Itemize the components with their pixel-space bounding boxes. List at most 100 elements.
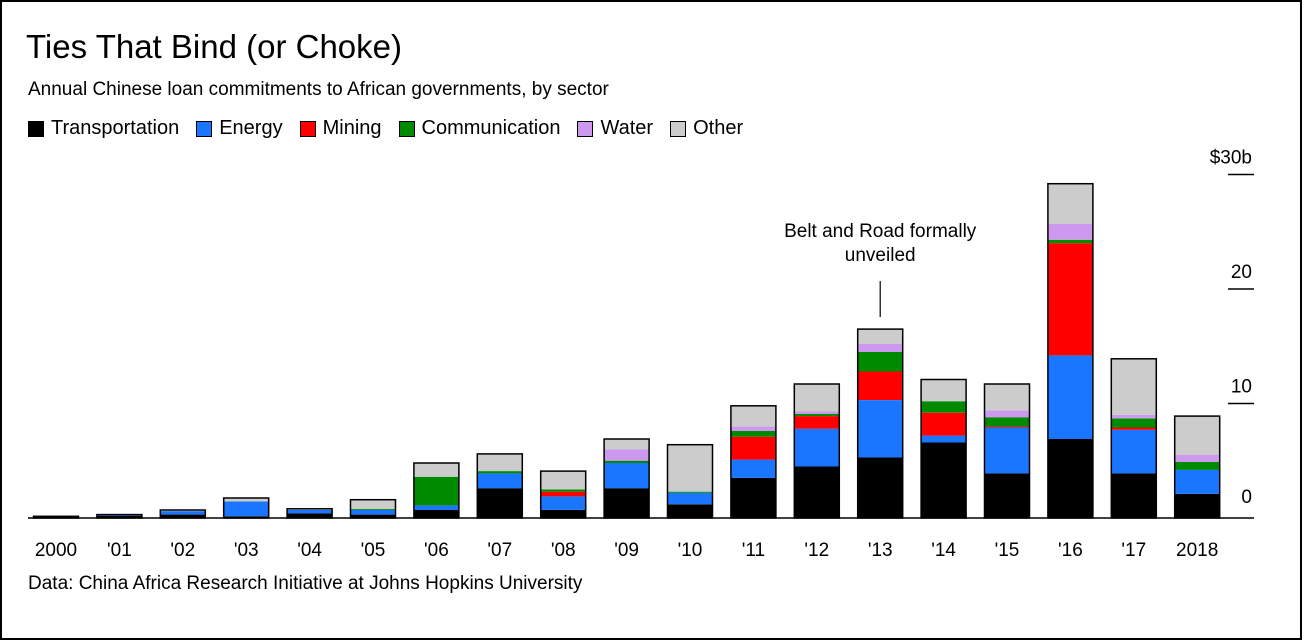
bar-mining-14 xyxy=(921,412,967,436)
x-tick-label-2018: 2018 xyxy=(1176,540,1218,561)
bar-water-11 xyxy=(730,426,776,431)
bar-communication-08 xyxy=(540,489,586,492)
bar-energy-10 xyxy=(667,492,713,505)
legend-item-mining: Mining xyxy=(299,117,382,140)
bar-transportation-10 xyxy=(667,504,713,518)
bar-transportation-03 xyxy=(223,516,269,518)
legend: Transportation Energy Mining Communicati… xyxy=(28,117,760,140)
x-tick-label-07: '07 xyxy=(487,540,512,561)
x-tick-label-12: '12 xyxy=(804,540,829,561)
bar-other-07 xyxy=(477,453,523,472)
legend-item-water: Water xyxy=(577,117,653,140)
bar-energy-06 xyxy=(413,505,459,510)
legend-swatch-communication xyxy=(398,120,415,137)
legend-label-communication: Communication xyxy=(421,117,561,139)
bar-transportation-17 xyxy=(1111,473,1157,518)
bar-transportation-11 xyxy=(730,477,776,518)
legend-label-energy: Energy xyxy=(219,117,283,139)
bar-other-08 xyxy=(540,471,586,490)
bar-transportation-16 xyxy=(1047,439,1093,518)
bar-water-09 xyxy=(604,449,650,461)
bar-transportation-2018 xyxy=(1174,494,1220,518)
x-tick-label-17: '17 xyxy=(1121,540,1146,561)
bar-other-09 xyxy=(604,439,650,450)
bar-mining-16 xyxy=(1047,243,1093,356)
bar-communication-16 xyxy=(1047,239,1093,244)
legend-label-transportation: Transportation xyxy=(51,117,180,139)
bar-energy-17 xyxy=(1111,429,1157,474)
bar-water-17 xyxy=(1111,414,1157,419)
bar-communication-12 xyxy=(794,413,840,417)
bar-transportation-05 xyxy=(350,514,396,518)
bar-energy-15 xyxy=(984,427,1030,474)
bar-communication-14 xyxy=(921,401,967,413)
y-tick-label-0: 0 xyxy=(1241,487,1252,508)
bar-other-05 xyxy=(350,499,396,509)
bar-water-16 xyxy=(1047,223,1093,240)
legend-label-water: Water xyxy=(600,117,654,139)
bar-other-16 xyxy=(1047,183,1093,224)
legend-item-energy: Energy xyxy=(196,117,283,140)
y-tick-label-30: $30b xyxy=(1210,148,1252,169)
bar-communication-11 xyxy=(730,431,776,437)
y-tick-label-10: 10 xyxy=(1231,377,1252,398)
x-tick-label-11: '11 xyxy=(742,540,765,561)
x-tick-label-16: '16 xyxy=(1058,540,1083,561)
x-tick-label-01: '01 xyxy=(107,540,132,561)
bar-transportation-13 xyxy=(857,457,903,518)
bar-communication-15 xyxy=(984,417,1030,427)
bar-mining-12 xyxy=(794,416,840,429)
bar-communication-17 xyxy=(1111,418,1157,428)
bar-energy-04 xyxy=(287,510,333,514)
x-tick-label-05: '05 xyxy=(361,540,386,561)
bar-energy-13 xyxy=(857,400,903,458)
bar-transportation-04 xyxy=(287,513,333,518)
bar-other-15 xyxy=(984,384,1030,411)
x-tick-label-08: '08 xyxy=(551,540,576,561)
bar-energy-03 xyxy=(223,501,269,517)
bar-other-13 xyxy=(857,329,903,344)
bar-transportation-08 xyxy=(540,510,586,518)
bar-other-12 xyxy=(794,384,840,412)
x-tick-label-02: '02 xyxy=(170,540,195,561)
bar-mining-17 xyxy=(1111,427,1157,430)
bar-communication-06 xyxy=(413,476,459,506)
bar-other-17 xyxy=(1111,358,1157,415)
bar-other-11 xyxy=(730,405,776,427)
bar-water-2018 xyxy=(1174,455,1220,462)
bar-transportation-2000 xyxy=(33,516,79,518)
bar-communication-10 xyxy=(667,491,713,493)
bar-transportation-07 xyxy=(477,488,523,518)
bar-mining-13 xyxy=(857,371,903,400)
bar-energy-02 xyxy=(160,511,206,515)
annotation-text-line-2: unveiled xyxy=(845,245,916,266)
bar-transportation-02 xyxy=(160,514,206,518)
legend-label-other: Other xyxy=(693,117,744,139)
bar-transportation-15 xyxy=(984,473,1030,518)
x-tick-label-10: '10 xyxy=(678,540,703,561)
legend-swatch-mining xyxy=(299,120,316,137)
bar-mining-15 xyxy=(984,426,1030,428)
x-tick-label-03: '03 xyxy=(234,540,259,561)
bar-other-14 xyxy=(921,379,967,402)
source-note: Data: China Africa Research Initiative a… xyxy=(28,573,583,594)
bar-energy-09 xyxy=(604,463,650,489)
bar-other-10 xyxy=(667,444,713,492)
legend-item-other: Other xyxy=(670,117,743,140)
bar-mining-08 xyxy=(540,491,586,497)
legend-swatch-transportation xyxy=(28,120,44,137)
x-tick-label-2000: 2000 xyxy=(35,540,77,561)
bar-communication-07 xyxy=(477,471,523,474)
bar-water-13 xyxy=(857,344,903,352)
x-tick-label-04: '04 xyxy=(297,540,322,561)
bar-water-15 xyxy=(984,410,1030,418)
chart-title: Ties That Bind (or Choke) xyxy=(26,28,402,65)
bar-water-12 xyxy=(794,411,840,414)
x-tick-label-13: '13 xyxy=(868,540,893,561)
bar-energy-07 xyxy=(477,473,523,489)
bar-transportation-09 xyxy=(604,488,650,518)
x-tick-label-15: '15 xyxy=(995,540,1020,561)
bar-energy-12 xyxy=(794,428,840,467)
legend-item-transportation: Transportation xyxy=(28,117,179,140)
bar-energy-11 xyxy=(730,459,776,478)
